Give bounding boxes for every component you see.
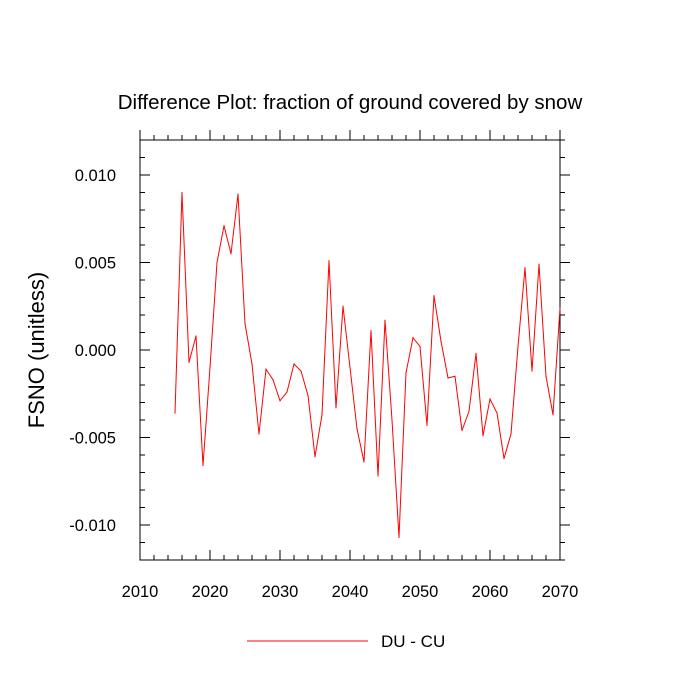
data-point bbox=[237, 193, 239, 195]
data-point bbox=[461, 429, 463, 432]
data-point bbox=[524, 267, 526, 269]
legend: DU - CU bbox=[247, 632, 445, 651]
data-point bbox=[510, 433, 512, 435]
y-axis-ticks bbox=[140, 139, 570, 561]
data-point bbox=[433, 295, 435, 297]
data-point bbox=[188, 361, 190, 363]
y-tick-label: 0.010 bbox=[75, 167, 116, 185]
y-tick-label: 0.005 bbox=[75, 255, 116, 273]
data-point bbox=[265, 368, 267, 370]
data-point bbox=[251, 363, 253, 365]
data-point bbox=[356, 428, 358, 430]
data-point bbox=[195, 335, 197, 337]
data-point bbox=[321, 414, 323, 416]
y-axis-tick-labels: 0.010 0.005 0.000 -0.005 -0.010 bbox=[69, 167, 116, 535]
data-point bbox=[230, 253, 232, 255]
data-point bbox=[293, 363, 295, 365]
data-point bbox=[482, 435, 484, 437]
data-point bbox=[559, 307, 561, 309]
x-tick-label: 2050 bbox=[402, 583, 439, 601]
y-tick-label: -0.010 bbox=[69, 517, 116, 535]
data-point bbox=[391, 419, 393, 421]
data-point bbox=[440, 340, 442, 342]
data-point bbox=[258, 433, 260, 435]
data-point bbox=[286, 391, 288, 393]
data-point bbox=[412, 337, 414, 339]
x-tick-label: 2010 bbox=[122, 583, 159, 601]
x-axis-tick-labels: 2010 2020 2030 2040 2050 2060 2070 bbox=[122, 583, 579, 601]
data-point bbox=[216, 261, 218, 264]
data-point bbox=[314, 456, 316, 458]
data-point bbox=[496, 412, 498, 414]
plot-frame bbox=[139, 139, 561, 561]
data-point bbox=[545, 375, 547, 377]
x-tick-label: 2070 bbox=[542, 583, 579, 601]
data-point bbox=[209, 366, 211, 369]
data-point bbox=[181, 191, 183, 194]
data-point bbox=[552, 414, 554, 416]
data-point bbox=[475, 352, 477, 355]
data-point bbox=[370, 330, 372, 332]
data-point bbox=[398, 536, 400, 538]
series-layer bbox=[174, 191, 561, 538]
data-point bbox=[405, 372, 407, 374]
data-point bbox=[538, 263, 540, 265]
y-tick-label: -0.005 bbox=[69, 430, 116, 448]
x-axis-ticks bbox=[139, 130, 561, 560]
data-point bbox=[272, 379, 274, 381]
data-point bbox=[517, 345, 519, 348]
x-tick-label: 2040 bbox=[332, 583, 369, 601]
y-tick-label: 0.000 bbox=[75, 342, 116, 360]
x-tick-label: 2030 bbox=[262, 583, 299, 601]
data-point bbox=[307, 394, 309, 397]
data-point bbox=[468, 410, 470, 412]
data-point bbox=[377, 475, 379, 477]
data-point bbox=[503, 457, 505, 460]
data-point bbox=[363, 461, 365, 463]
x-tick-label: 2060 bbox=[472, 583, 509, 601]
data-point bbox=[384, 319, 386, 321]
data-point bbox=[342, 305, 344, 307]
data-point bbox=[244, 323, 246, 325]
data-point bbox=[223, 225, 225, 227]
data-point bbox=[489, 398, 491, 400]
chart-title: Difference Plot: fraction of ground cove… bbox=[118, 91, 583, 114]
data-point bbox=[335, 407, 337, 409]
data-point bbox=[426, 424, 428, 426]
series-line bbox=[174, 192, 561, 538]
y-axis-label: FSNO (unitless) bbox=[24, 272, 49, 428]
data-point bbox=[279, 400, 281, 402]
data-point bbox=[447, 377, 449, 379]
data-point bbox=[419, 345, 421, 348]
data-point bbox=[328, 260, 330, 262]
data-point bbox=[174, 412, 176, 414]
data-point bbox=[454, 375, 456, 377]
data-point bbox=[349, 366, 351, 369]
data-point bbox=[300, 370, 302, 372]
legend-label: DU - CU bbox=[381, 632, 445, 651]
x-tick-label: 2020 bbox=[192, 583, 229, 601]
data-point bbox=[202, 464, 204, 467]
data-point bbox=[531, 370, 533, 372]
